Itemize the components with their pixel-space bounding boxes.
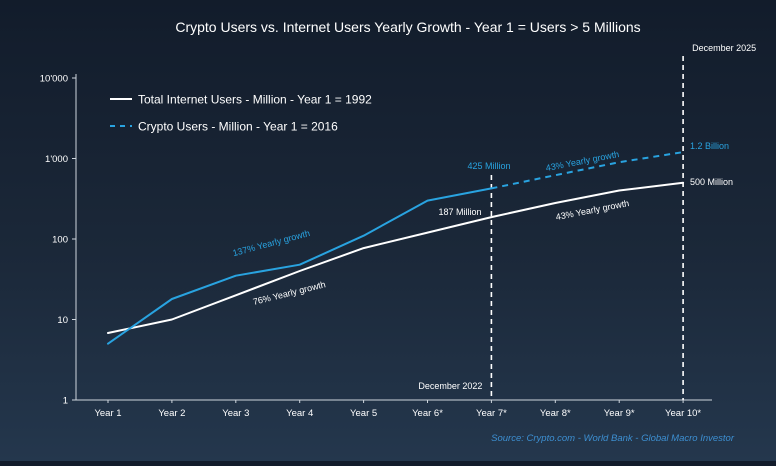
x-tick-label: Year 9* — [604, 408, 635, 419]
y-tick-label: 10'000 — [40, 74, 68, 85]
reference-line-label: December 2025 — [692, 43, 756, 53]
x-tick-label: Year 7* — [476, 408, 507, 419]
x-tick-label: Year 4 — [286, 408, 313, 419]
x-tick-label: Year 10* — [665, 408, 701, 419]
y-tick-label: 10 — [57, 315, 68, 326]
series-lines — [107, 151, 685, 345]
x-tick-label: Year 6* — [412, 408, 443, 419]
annotation-label: 137% Yearly growth — [232, 228, 311, 258]
annotation-label: 500 Million — [690, 177, 733, 187]
legend-label: Total Internet Users - Million - Year 1 … — [138, 93, 372, 107]
x-tick-label: Year 3 — [222, 408, 249, 419]
annotation-label: 76% Yearly growth — [252, 279, 327, 307]
axes: 1 10 100 1'000 10'000 Year 1 Year 2 Year 3 Year … — [40, 74, 712, 419]
y-tick-label: 100 — [52, 235, 68, 246]
internet-users-line — [107, 181, 685, 334]
x-tick-label: Year 1 — [94, 408, 121, 419]
chart-title: Crypto Users vs. Internet Users Yearly G… — [175, 19, 640, 35]
x-tick-label: Year 8* — [540, 408, 571, 419]
legend-label: Crypto Users - Million - Year 1 = 2016 — [138, 120, 338, 134]
crypto-users-line — [107, 187, 493, 345]
x-tick-label: Year 5 — [350, 408, 377, 419]
x-tick-label: Year 2 — [158, 408, 185, 419]
annotations: 137% Yearly growth 76% Yearly growth 425 M… — [232, 141, 734, 307]
legend: Total Internet Users - Million - Year 1 … — [110, 93, 372, 134]
y-tick-label: 1'000 — [45, 154, 68, 165]
annotation-label: 1.2 Billion — [690, 141, 729, 151]
reference-lines: December 2022 December 2025 — [418, 43, 756, 400]
annotation-label: 425 Million — [467, 161, 510, 171]
y-tick-label: 1 — [63, 396, 68, 407]
annotation-label: 187 Million — [438, 207, 481, 217]
source-note: Source: Crypto.com - World Bank - Global… — [491, 433, 735, 444]
reference-line-label: December 2022 — [418, 381, 482, 391]
